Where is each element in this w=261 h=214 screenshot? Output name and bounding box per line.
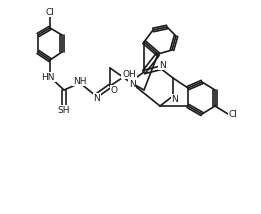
Text: N: N bbox=[129, 79, 135, 89]
Text: OH: OH bbox=[122, 70, 136, 79]
Text: HN: HN bbox=[41, 73, 55, 82]
Text: N: N bbox=[94, 94, 100, 103]
Text: Cl: Cl bbox=[46, 7, 55, 16]
Text: Cl: Cl bbox=[229, 110, 238, 119]
Text: SH: SH bbox=[58, 106, 70, 114]
Text: O: O bbox=[110, 86, 117, 95]
Text: N: N bbox=[159, 61, 165, 70]
Text: NH: NH bbox=[73, 76, 87, 86]
Text: N: N bbox=[172, 95, 178, 104]
